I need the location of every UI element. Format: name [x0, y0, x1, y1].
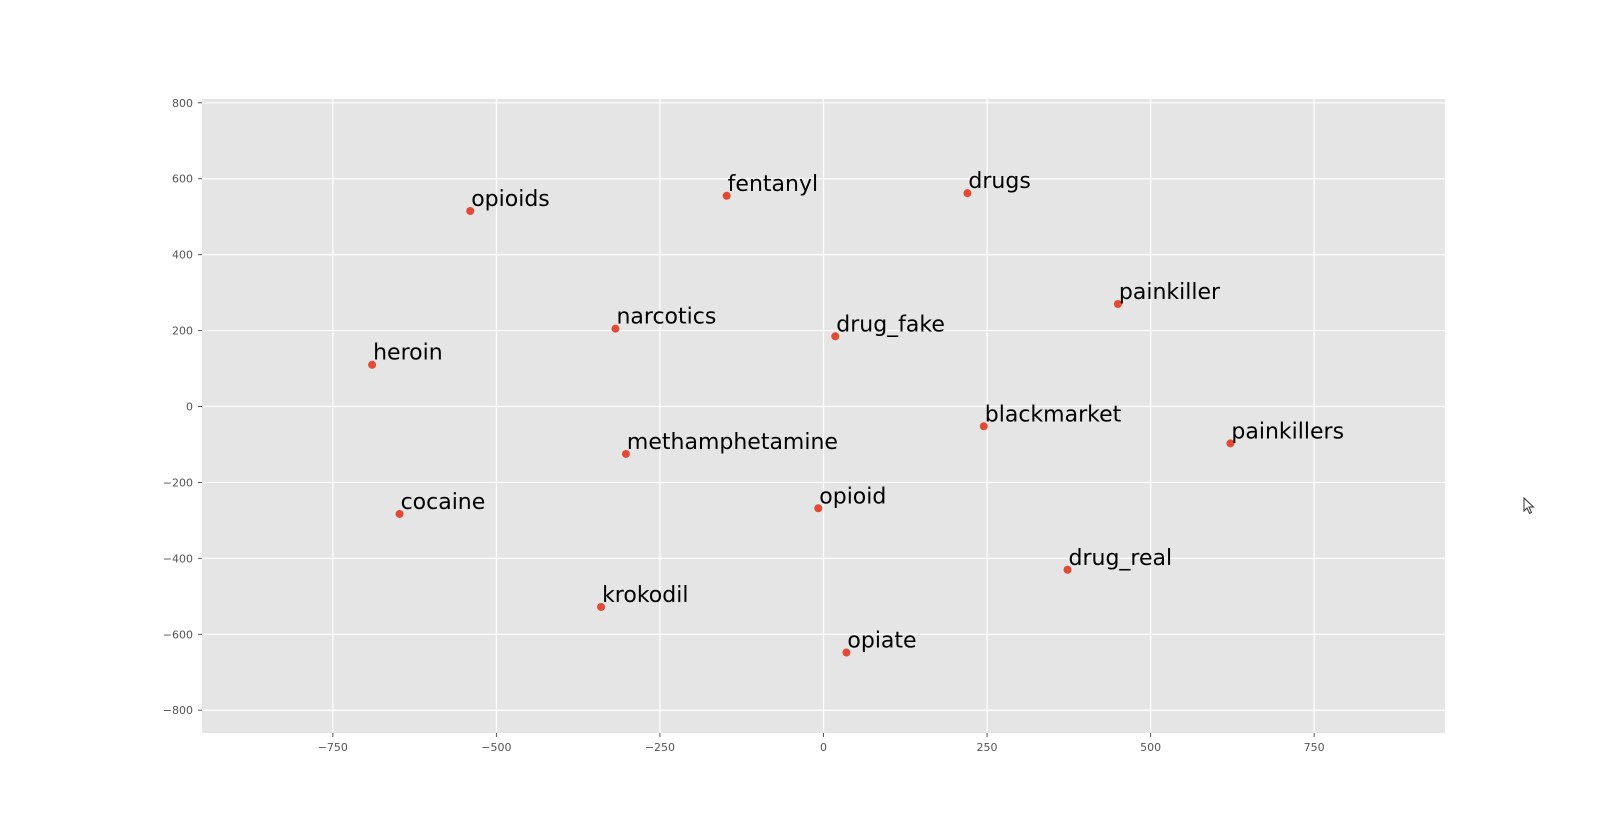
- axis-ticks: −750 −500 −250 0 250 500 750 800 600 400 200 0 −200 −…: [163, 97, 1325, 754]
- x-tick-label: −500: [481, 741, 511, 754]
- data-point-drug_fake: [831, 332, 840, 341]
- point-label-cocaine: cocaine: [401, 490, 486, 515]
- data-point-heroin: [368, 360, 377, 369]
- point-label-painkiller: painkiller: [1119, 280, 1221, 305]
- data-points: opioids fentanyl drugs painkiller narcotics d…: [368, 169, 1344, 657]
- point-label-blackmarket: blackmarket: [985, 402, 1122, 427]
- y-tick-label: 400: [172, 249, 193, 262]
- data-point-blackmarket: [979, 422, 988, 431]
- y-tick-label: −600: [163, 628, 193, 641]
- data-point-methamphetamine: [621, 449, 630, 458]
- point-label-drug_fake: drug_fake: [836, 312, 945, 337]
- point-label-opioids: opioids: [471, 187, 550, 212]
- x-tick-label: 0: [820, 741, 827, 754]
- y-tick-label: 200: [172, 325, 193, 338]
- y-tick-label: 0: [186, 401, 193, 414]
- data-point-narcotics: [611, 324, 620, 333]
- x-tick-label: 500: [1140, 741, 1161, 754]
- x-tick-label: −250: [645, 741, 675, 754]
- data-point-fentanyl: [722, 191, 731, 200]
- data-point-drug_real: [1063, 565, 1072, 574]
- point-label-opioid: opioid: [819, 484, 886, 509]
- x-tick-label: −750: [318, 741, 348, 754]
- data-point-krokodil: [597, 602, 606, 611]
- point-label-opiate: opiate: [847, 629, 916, 654]
- point-label-krokodil: krokodil: [602, 583, 688, 608]
- point-label-painkillers: painkillers: [1231, 419, 1344, 444]
- point-label-drug_real: drug_real: [1069, 546, 1173, 571]
- grid-lines: [202, 99, 1445, 733]
- y-tick-label: −800: [163, 704, 193, 717]
- data-point-drugs: [963, 189, 972, 198]
- data-point-painkillers: [1226, 439, 1235, 448]
- point-label-drugs: drugs: [968, 169, 1030, 194]
- point-label-methamphetamine: methamphetamine: [627, 430, 838, 455]
- y-tick-label: −400: [163, 552, 193, 565]
- y-tick-label: −200: [163, 476, 193, 489]
- data-point-cocaine: [395, 509, 404, 518]
- data-point-painkiller: [1113, 300, 1122, 309]
- data-point-opioids: [466, 206, 475, 215]
- point-label-narcotics: narcotics: [616, 305, 716, 330]
- mouse-cursor-icon: [1523, 496, 1535, 519]
- point-label-heroin: heroin: [373, 341, 443, 366]
- point-label-fentanyl: fentanyl: [728, 172, 818, 197]
- x-tick-label: 250: [977, 741, 998, 754]
- y-tick-label: 800: [172, 97, 193, 110]
- x-tick-label: 750: [1304, 741, 1325, 754]
- data-point-opioid: [814, 504, 823, 513]
- y-tick-label: 600: [172, 173, 193, 186]
- data-point-opiate: [842, 648, 851, 657]
